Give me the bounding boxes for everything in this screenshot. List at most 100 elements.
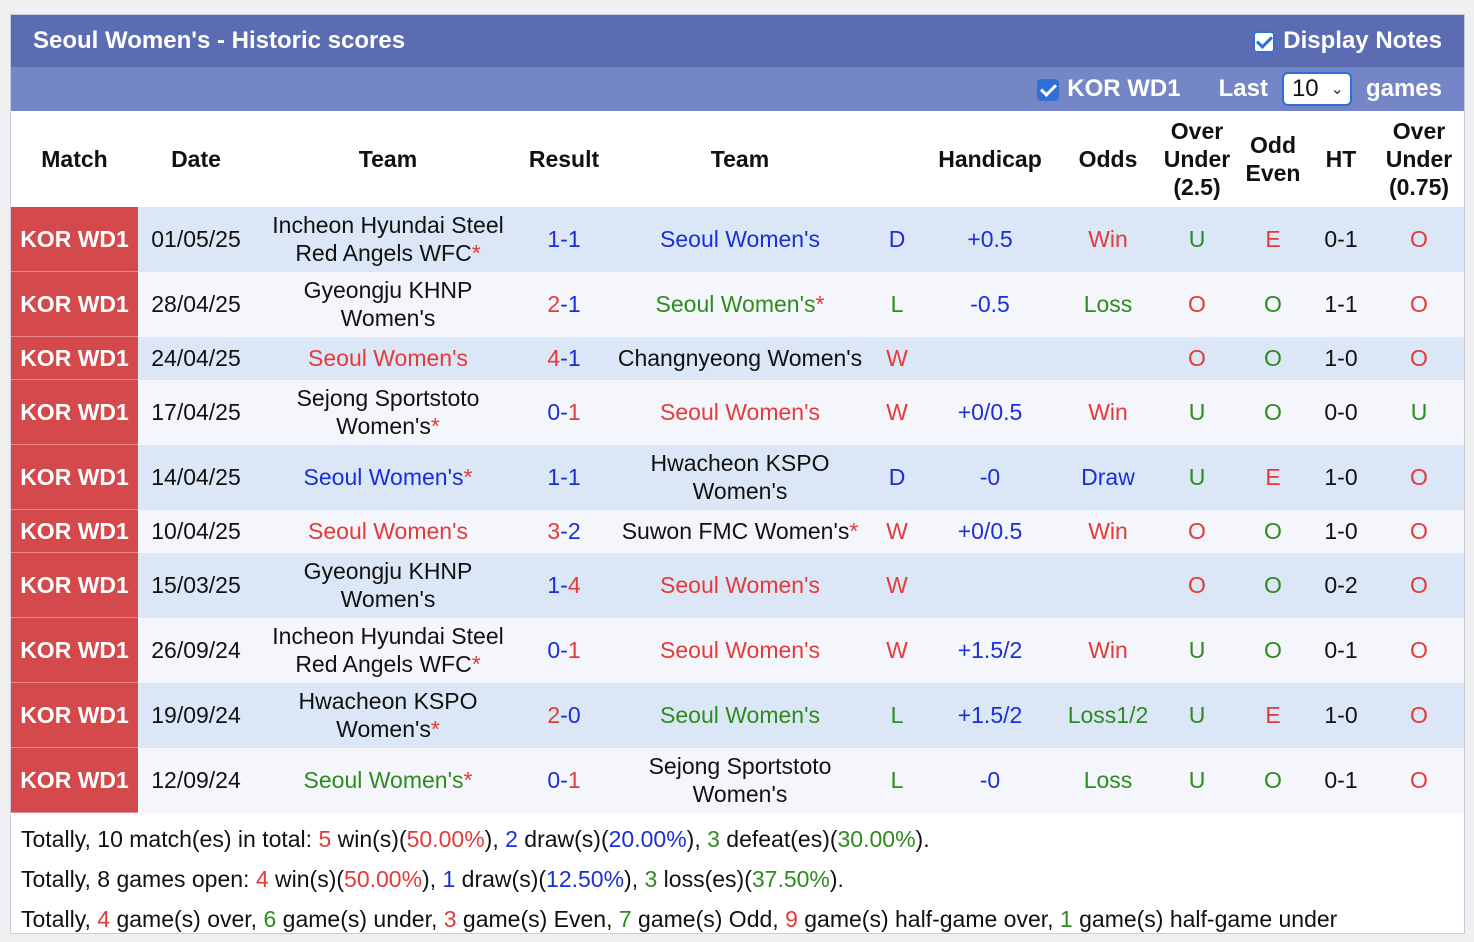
league-cell[interactable]: KOR WD1: [11, 379, 138, 445]
display-notes-checkbox-icon[interactable]: [1253, 30, 1276, 53]
table-row[interactable]: KOR WD1 12/09/24 Seoul Women's* 0-1 Sejong S…: [11, 747, 1464, 813]
away-team-cell[interactable]: Hwacheon KSPO Women's: [606, 444, 874, 510]
handicap-value: -0.5: [970, 291, 1010, 317]
outcome-cell: W: [874, 379, 920, 445]
score-cell[interactable]: 2-1: [522, 271, 606, 337]
home-team-name[interactable]: Seoul Women's: [308, 518, 468, 544]
col-header-odds: Odds: [1078, 146, 1138, 172]
league-filter-checkbox-icon[interactable]: [1037, 78, 1060, 101]
home-team-name[interactable]: Seoul Women's: [303, 767, 464, 793]
league-cell[interactable]: KOR WD1: [11, 509, 138, 553]
away-team-name[interactable]: Hwacheon KSPO Women's: [650, 450, 830, 504]
home-score: 3: [547, 518, 561, 544]
table-row[interactable]: KOR WD1 19/09/24 Hwacheon KSPO Women's* 2-0…: [11, 682, 1464, 748]
league-cell[interactable]: KOR WD1: [11, 747, 138, 813]
table-row[interactable]: KOR WD1 24/04/25 Seoul Women's 4-1 Changnyeo…: [11, 336, 1464, 380]
away-team-name[interactable]: Seoul Women's: [660, 572, 820, 598]
home-team-name[interactable]: Seoul Women's: [308, 345, 468, 371]
home-team-name[interactable]: Incheon Hyundai Steel Red Angels WFC: [272, 623, 504, 677]
games-count-select[interactable]: 10 ⌄: [1281, 72, 1352, 106]
score-cell[interactable]: 1-4: [522, 552, 606, 618]
away-score: 4: [567, 572, 581, 598]
home-team-name[interactable]: Seoul Women's: [303, 464, 464, 490]
away-team-cell[interactable]: Seoul Women's: [606, 617, 874, 683]
match-date: 24/04/25: [151, 345, 241, 371]
away-team-name[interactable]: Seoul Women's: [660, 399, 820, 425]
home-team-cell[interactable]: Seoul Women's*: [254, 444, 522, 510]
display-notes-toggle[interactable]: Display Notes: [1253, 27, 1442, 55]
odds-result: Draw: [1081, 464, 1135, 490]
score-cell[interactable]: 1-1: [522, 207, 606, 272]
ht-cell: 1-0: [1308, 509, 1374, 553]
home-team-cell[interactable]: Hwacheon KSPO Women's*: [254, 682, 522, 748]
home-team-name[interactable]: Gyeongju KHNP Women's: [303, 558, 473, 612]
over-under-cell: U: [1156, 747, 1238, 813]
over-under-075-cell: O: [1374, 271, 1464, 337]
away-team-cell[interactable]: Suwon FMC Women's*: [606, 509, 874, 553]
score-separator: -: [560, 767, 568, 793]
home-team-name[interactable]: Incheon Hyundai Steel Red Angels WFC: [272, 212, 504, 267]
table-row[interactable]: KOR WD1 15/03/25 Gyeongju KHNP Women's 1-4 S…: [11, 552, 1464, 618]
away-team-name[interactable]: Sejong Sportstoto Women's: [648, 753, 832, 807]
home-team-cell[interactable]: Seoul Women's: [254, 509, 522, 553]
home-team-cell[interactable]: Gyeongju KHNP Women's: [254, 552, 522, 618]
summary-segment: 4: [97, 906, 111, 932]
away-team-star: *: [849, 518, 859, 544]
away-team-cell[interactable]: Seoul Women's*: [606, 271, 874, 337]
home-team-cell[interactable]: Incheon Hyundai Steel Red Angels WFC*: [254, 207, 522, 272]
home-team-name[interactable]: Hwacheon KSPO Women's: [298, 688, 478, 742]
league-cell[interactable]: KOR WD1: [11, 444, 138, 510]
home-team-cell[interactable]: Gyeongju KHNP Women's: [254, 271, 522, 337]
score-cell[interactable]: 0-1: [522, 747, 606, 813]
table-row[interactable]: KOR WD1 01/05/25 Incheon Hyundai Steel Red…: [11, 207, 1464, 272]
odd-even-cell: O: [1238, 509, 1308, 553]
over-under-value: U: [1188, 767, 1206, 793]
away-team-name[interactable]: Seoul Women's: [655, 291, 816, 317]
scores-table: Match Date Team Result Team Handicap Odd…: [11, 111, 1464, 813]
outcome-badge: W: [886, 637, 908, 663]
away-team-name[interactable]: Suwon FMC Women's: [621, 518, 850, 544]
away-team-cell[interactable]: Seoul Women's: [606, 682, 874, 748]
away-team-name[interactable]: Seoul Women's: [660, 702, 820, 728]
league-filter[interactable]: KOR WD1: [1037, 75, 1181, 103]
over-under-cell: U: [1156, 379, 1238, 445]
score-cell[interactable]: 3-2: [522, 509, 606, 553]
away-team-cell[interactable]: Seoul Women's: [606, 552, 874, 618]
table-row[interactable]: KOR WD1 10/04/25 Seoul Women's 3-2 Suwon FMC…: [11, 509, 1464, 553]
home-team-cell[interactable]: Sejong Sportstoto Women's*: [254, 379, 522, 445]
away-team-name[interactable]: Seoul Women's: [660, 637, 820, 663]
league-cell[interactable]: KOR WD1: [11, 682, 138, 748]
home-team-name[interactable]: Sejong Sportstoto Women's: [296, 385, 480, 439]
home-team-cell[interactable]: Seoul Women's: [254, 336, 522, 380]
away-team-cell[interactable]: Seoul Women's: [606, 379, 874, 445]
league-cell[interactable]: KOR WD1: [11, 271, 138, 337]
away-team-cell[interactable]: Sejong Sportstoto Women's: [606, 747, 874, 813]
score-cell[interactable]: 0-1: [522, 379, 606, 445]
handicap-cell: [920, 336, 1060, 380]
away-team-name[interactable]: Seoul Women's: [660, 226, 820, 253]
away-team-cell[interactable]: Seoul Women's: [606, 207, 874, 272]
table-row[interactable]: KOR WD1 26/09/24 Incheon Hyundai Steel Red…: [11, 617, 1464, 683]
league-cell[interactable]: KOR WD1: [11, 207, 138, 272]
league-cell[interactable]: KOR WD1: [11, 617, 138, 683]
score-cell[interactable]: 4-1: [522, 336, 606, 380]
league-name: KOR WD1: [20, 226, 129, 252]
home-team-cell[interactable]: Incheon Hyundai Steel Red Angels WFC*: [254, 617, 522, 683]
league-cell[interactable]: KOR WD1: [11, 336, 138, 380]
table-row[interactable]: KOR WD1 14/04/25 Seoul Women's* 1-1 Hwacheon…: [11, 444, 1464, 510]
odd-even-value: O: [1264, 637, 1282, 663]
over-under-cell: U: [1156, 617, 1238, 683]
home-team-name[interactable]: Gyeongju KHNP Women's: [303, 277, 473, 331]
table-row[interactable]: KOR WD1 17/04/25 Sejong Sportstoto Women's…: [11, 379, 1464, 445]
score-cell[interactable]: 1-1: [522, 444, 606, 510]
outcome-badge: L: [890, 291, 904, 317]
odds-result: Win: [1088, 399, 1128, 425]
score-cell[interactable]: 2-0: [522, 682, 606, 748]
away-team-name[interactable]: Changnyeong Women's: [617, 345, 863, 371]
away-team-cell[interactable]: Changnyeong Women's: [606, 336, 874, 380]
outcome-cell: W: [874, 336, 920, 380]
league-cell[interactable]: KOR WD1: [11, 552, 138, 618]
table-row[interactable]: KOR WD1 28/04/25 Gyeongju KHNP Women's 2-1 S…: [11, 271, 1464, 337]
home-team-cell[interactable]: Seoul Women's*: [254, 747, 522, 813]
score-cell[interactable]: 0-1: [522, 617, 606, 683]
